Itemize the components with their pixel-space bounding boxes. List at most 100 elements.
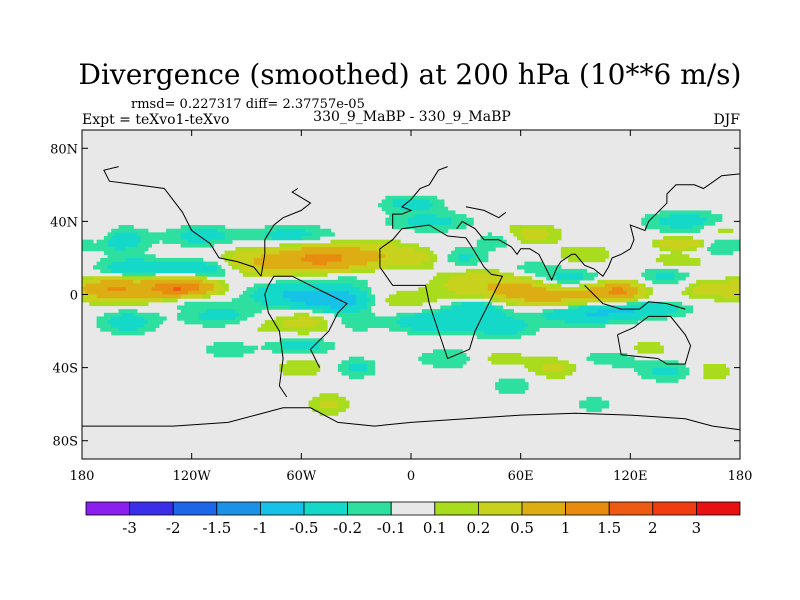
field-cell (92, 276, 123, 281)
field-cell (151, 287, 174, 292)
field-cell (111, 268, 218, 274)
field-cell (367, 367, 376, 372)
field-cell (235, 250, 280, 255)
field-cell (414, 228, 449, 233)
field-cell (612, 363, 686, 369)
field-cell (652, 367, 679, 372)
field-cell (487, 356, 558, 361)
field-cell (491, 352, 522, 358)
field-cell (301, 236, 321, 241)
field-cell (542, 367, 566, 372)
field-cell (703, 221, 716, 226)
field-cell (107, 287, 127, 292)
field-cell (389, 301, 423, 307)
field-cell (389, 294, 485, 299)
field-cell (125, 246, 149, 252)
field-cell (707, 217, 723, 222)
colorbar-label: -1.5 (202, 519, 231, 537)
field-cell (231, 257, 255, 263)
coastline-segment (260, 188, 312, 277)
field-cell (392, 203, 434, 208)
field-cell (655, 378, 679, 383)
colorbar-label: -0.5 (290, 519, 319, 537)
field-cell (272, 236, 302, 241)
field-cell (82, 276, 94, 281)
field-cell (162, 239, 189, 244)
field-cell (85, 298, 164, 303)
field-cell (111, 228, 149, 233)
field-cell (524, 261, 544, 266)
field-cell (188, 239, 211, 244)
field-cell (641, 283, 646, 288)
field-cell (82, 279, 101, 285)
field-cell (458, 254, 474, 259)
field-cell (400, 316, 514, 321)
field-cell (213, 352, 244, 358)
field-cell (122, 312, 134, 318)
field-cell (692, 225, 705, 230)
field-cell (495, 382, 529, 387)
field-cell (82, 283, 87, 288)
field-cell (337, 400, 350, 405)
field-cell (177, 312, 200, 318)
field-cell (692, 290, 740, 296)
field-cell (659, 243, 701, 248)
colorbar-swatch (390, 501, 436, 516)
stats-label: rmsd= 0.227317 diff= 2.37757e-05 (131, 97, 365, 112)
field-cell (597, 309, 635, 314)
field-cell (637, 349, 664, 354)
field-cell (290, 305, 332, 310)
field-cell (688, 283, 701, 288)
field-cell (454, 246, 496, 252)
field-cell (425, 283, 445, 288)
field-cell (407, 217, 452, 222)
field-cell (498, 378, 525, 383)
field-cell (447, 257, 460, 263)
field-cell (213, 287, 226, 292)
colorbar-label: -3 (122, 519, 137, 537)
field-cell (264, 232, 313, 237)
field-cell (517, 236, 525, 241)
field-cell (633, 345, 664, 350)
field-cell (180, 294, 204, 299)
field-cell (140, 279, 204, 285)
field-cell (385, 217, 408, 222)
field-cell (356, 301, 368, 307)
colorbar-swatch (565, 501, 610, 516)
field-cell (224, 236, 273, 241)
field-cell (206, 349, 255, 354)
field-cell (286, 360, 317, 365)
field-cell (319, 404, 339, 409)
field-cell (348, 363, 368, 369)
field-cell (136, 327, 156, 332)
field-cell (133, 312, 160, 318)
colorbar-label: 1 (561, 519, 571, 537)
field-cell (396, 312, 416, 318)
field-cell (326, 261, 368, 266)
colorbar-swatch (477, 501, 523, 516)
field-cell (242, 272, 259, 277)
field-cell (341, 360, 376, 365)
field-cell (367, 261, 423, 266)
field-cell (440, 305, 452, 310)
field-cell (400, 323, 529, 328)
field-cell (633, 298, 639, 303)
field-cell (652, 279, 679, 285)
field-cell (111, 261, 207, 266)
field-cell (337, 276, 357, 281)
field-cell (677, 305, 694, 310)
field-cell (209, 239, 233, 244)
field-cell (283, 345, 321, 350)
field-cell (308, 400, 321, 405)
field-cell (217, 228, 277, 233)
field-cell (242, 290, 255, 296)
field-cell (652, 371, 679, 376)
field-cell (239, 268, 244, 274)
field-cell (283, 323, 317, 328)
field-cell (144, 323, 160, 328)
field-cell (542, 363, 566, 369)
field-cell (535, 272, 555, 277)
x-tick-label: 120E (613, 469, 647, 484)
field-cell (96, 239, 109, 244)
field-cell (714, 239, 740, 244)
